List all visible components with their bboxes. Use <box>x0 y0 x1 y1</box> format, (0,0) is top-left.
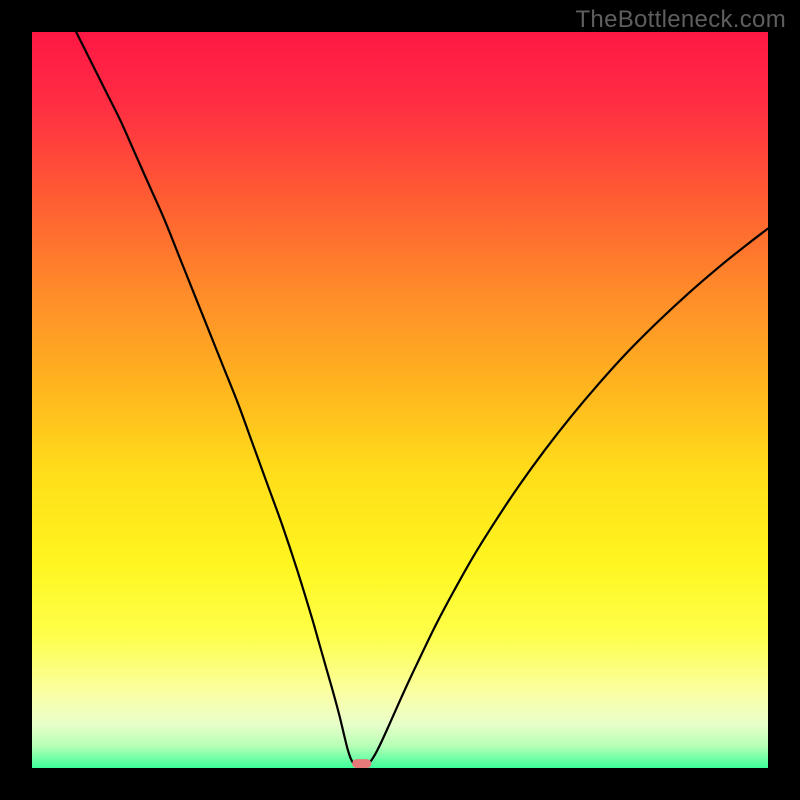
valley-marker <box>352 759 371 768</box>
bottleneck-chart-svg <box>32 32 768 768</box>
chart-frame: TheBottleneck.com <box>0 0 800 800</box>
chart-background-gradient <box>32 32 768 768</box>
watermark-text: TheBottleneck.com <box>575 6 786 34</box>
plot-area <box>32 32 768 768</box>
